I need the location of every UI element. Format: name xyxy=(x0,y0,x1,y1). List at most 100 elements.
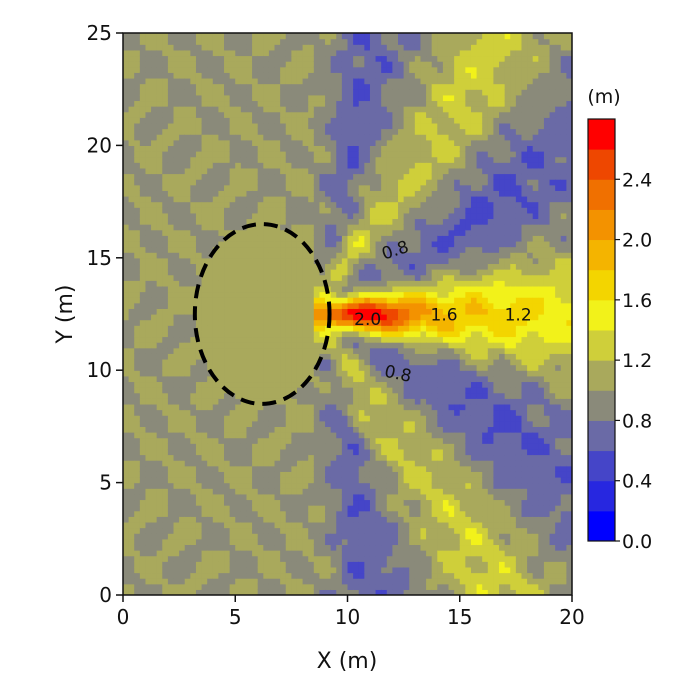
field-cell xyxy=(358,49,365,57)
field-cell xyxy=(139,510,147,517)
field-cell xyxy=(386,583,393,590)
field-cell xyxy=(190,218,197,225)
field-cell xyxy=(336,465,343,472)
field-cell xyxy=(134,583,141,590)
field-cell xyxy=(190,420,197,427)
field-cell xyxy=(274,364,281,371)
field-cell xyxy=(325,173,332,180)
field-cell xyxy=(218,471,225,478)
field-cell xyxy=(167,274,175,281)
field-cell xyxy=(353,280,360,287)
field-cell xyxy=(364,533,371,540)
field-cell xyxy=(392,476,399,484)
field-cell xyxy=(291,151,298,158)
field-cell xyxy=(313,224,321,231)
field-cell xyxy=(313,274,321,281)
field-cell xyxy=(291,555,298,562)
field-cell xyxy=(341,308,349,315)
field-cell xyxy=(375,566,382,574)
field-cell xyxy=(336,330,343,338)
field-cell xyxy=(179,516,186,523)
field-cell xyxy=(392,252,399,259)
field-cell xyxy=(336,347,343,354)
field-cell xyxy=(369,246,377,253)
field-cell xyxy=(325,297,332,304)
field-cell xyxy=(123,55,130,62)
field-cell xyxy=(134,454,141,461)
field-cell xyxy=(308,527,315,534)
field-cell xyxy=(139,122,147,130)
field-cell xyxy=(313,375,321,383)
field-cell xyxy=(375,280,382,287)
field-cell xyxy=(179,538,186,546)
field-cell xyxy=(319,291,326,298)
field-cell xyxy=(151,89,158,96)
field-cell xyxy=(252,375,259,383)
field-cell xyxy=(240,156,248,163)
field-cell xyxy=(229,426,236,433)
field-cell xyxy=(252,460,259,467)
field-cell xyxy=(156,240,163,248)
field-cell xyxy=(184,145,191,152)
field-cell xyxy=(398,589,405,595)
field-cell xyxy=(330,550,337,557)
field-cell xyxy=(364,38,371,45)
field-cell xyxy=(207,583,214,590)
field-cell xyxy=(358,94,365,102)
field-cell xyxy=(375,145,382,152)
field-cell xyxy=(218,538,225,546)
field-cell xyxy=(201,139,208,146)
field-cell xyxy=(285,538,292,546)
field-cell xyxy=(353,544,360,551)
field-cell xyxy=(240,274,248,281)
field-cell xyxy=(229,381,236,388)
field-cell xyxy=(229,55,236,62)
field-cell xyxy=(257,269,264,276)
field-cell xyxy=(179,167,186,175)
field-cell xyxy=(274,465,281,472)
field-cell xyxy=(246,302,253,309)
field-cell xyxy=(325,139,332,146)
field-cell xyxy=(128,544,135,551)
field-cell xyxy=(257,44,264,51)
field-cell xyxy=(240,420,248,427)
field-cell xyxy=(123,274,130,281)
field-cell xyxy=(240,370,248,377)
field-cell xyxy=(274,370,281,377)
field-cell xyxy=(162,437,169,444)
field-cell xyxy=(207,167,214,175)
field-cell xyxy=(151,544,158,551)
field-cell xyxy=(263,488,270,495)
field-cell xyxy=(195,578,203,585)
field-cell xyxy=(386,83,393,90)
field-cell xyxy=(235,314,242,321)
field-cell xyxy=(139,61,147,68)
field-cell xyxy=(184,167,191,175)
field-cell xyxy=(252,443,259,450)
field-cell xyxy=(369,364,377,371)
field-cell xyxy=(296,72,304,79)
field-cell xyxy=(347,443,354,450)
field-cell xyxy=(280,145,287,152)
field-cell xyxy=(195,162,203,169)
field-cell xyxy=(212,111,220,118)
field-cell xyxy=(123,134,130,141)
field-cell xyxy=(190,263,197,270)
field-cell xyxy=(207,173,214,180)
field-cell xyxy=(358,505,365,512)
field-cell xyxy=(207,432,214,439)
field-cell xyxy=(139,432,147,439)
field-cell xyxy=(392,409,399,416)
field-cell xyxy=(246,443,253,450)
field-cell xyxy=(369,342,377,349)
field-cell xyxy=(341,319,349,326)
field-cell xyxy=(240,460,248,467)
field-cell xyxy=(128,66,135,73)
field-cell xyxy=(246,493,253,501)
field-cell xyxy=(184,94,191,102)
field-cell xyxy=(240,291,248,298)
field-cell xyxy=(353,33,360,40)
field-cell xyxy=(145,409,152,416)
field-cell xyxy=(353,561,360,568)
field-cell xyxy=(325,342,332,349)
